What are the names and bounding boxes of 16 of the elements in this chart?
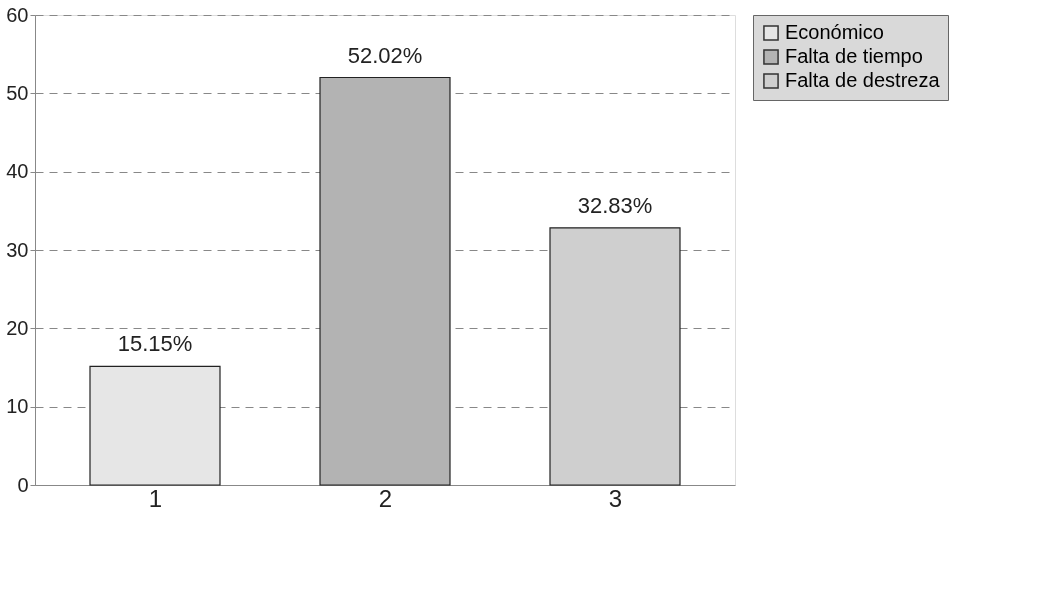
y-tick-label: 40 bbox=[6, 160, 29, 183]
x-tick-label: 2 bbox=[378, 484, 393, 512]
legend-label: Falta de tiempo bbox=[785, 45, 923, 67]
y-tick-label: 60 bbox=[6, 3, 29, 26]
data-label: 32.83% bbox=[577, 192, 653, 218]
y-tick-label: 20 bbox=[6, 316, 29, 339]
y-tick-label: 10 bbox=[6, 395, 29, 418]
y-tick-label: 50 bbox=[6, 81, 29, 104]
data-label: 15.15% bbox=[117, 331, 193, 357]
data-label: 52.02% bbox=[347, 42, 423, 68]
y-tick-label: 0 bbox=[17, 473, 29, 496]
legend-label: Económico bbox=[785, 21, 884, 43]
x-tick-label: 3 bbox=[608, 484, 623, 512]
legend-label: Falta de destreza bbox=[785, 69, 941, 91]
x-tick-label: 1 bbox=[148, 484, 163, 512]
y-tick-label: 30 bbox=[6, 238, 29, 261]
